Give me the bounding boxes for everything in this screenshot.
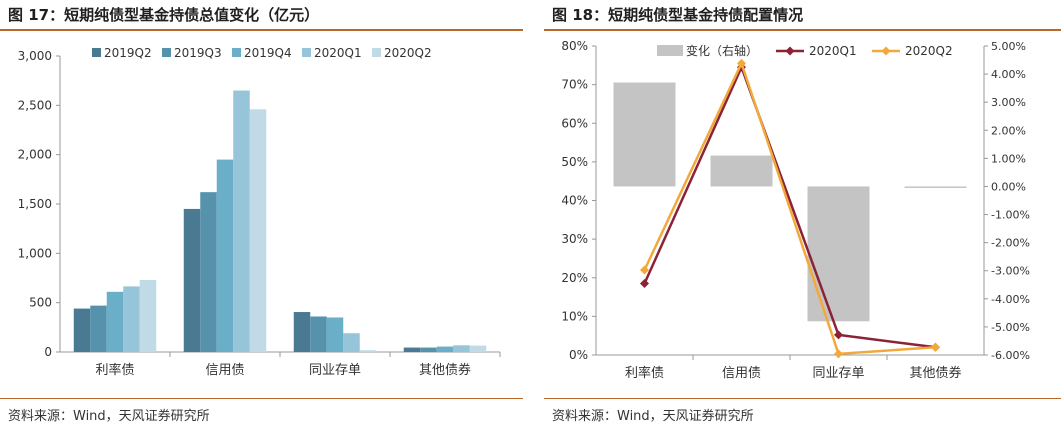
- point-2020Q2-利率债: [640, 265, 649, 275]
- point-2020Q1-利率债: [640, 279, 649, 289]
- bar-change-利率债: [613, 82, 676, 187]
- source-note: 资料来源：Wind，天风证券研究所: [8, 409, 210, 424]
- line-2020Q1: [643, 63, 936, 349]
- bar-2019Q3-利率债: [90, 305, 107, 352]
- point-2020Q2-同业存单: [834, 349, 843, 359]
- legend-label-2020Q2: 2020Q2: [905, 44, 953, 58]
- x-tick-label: 同业存单: [309, 363, 361, 378]
- legend-swatch-2019Q2: [92, 48, 101, 57]
- y-tick-label-right: -1.00%: [991, 209, 1030, 222]
- legend-label-2019Q3: 2019Q3: [174, 46, 222, 60]
- source-note: 资料来源：Wind，天风证券研究所: [552, 409, 754, 424]
- legend-marker-2020Q1: [785, 46, 795, 56]
- bar-2019Q4-信用债: [216, 159, 234, 352]
- legend-label-2019Q2: 2019Q2: [104, 46, 152, 60]
- legend-label-2019Q4: 2019Q4: [244, 46, 292, 60]
- line-2020Q2: [643, 60, 936, 356]
- point-2020Q1-同业存单: [834, 330, 843, 340]
- bar-2020Q1-同业存单: [343, 333, 360, 352]
- y-tick-label-left: 70%: [561, 78, 588, 92]
- bar-2020Q2-利率债: [139, 279, 157, 352]
- x-tick-label: 信用债: [722, 366, 761, 381]
- bar-2019Q4-同业存单: [326, 317, 344, 352]
- bar-change-信用债: [710, 155, 773, 187]
- y-tick-label-left: 40%: [561, 194, 588, 208]
- bar-2020Q1-信用债: [233, 90, 250, 353]
- y-tick-label-left: 20%: [561, 271, 588, 285]
- x-tick-label: 信用债: [205, 363, 244, 378]
- point-2020Q2-其他债券: [931, 342, 940, 352]
- y-tick-label: 2,000: [18, 148, 52, 162]
- legend-label-2020Q2: 2020Q2: [384, 46, 432, 60]
- y-tick-label-right: 0.00%: [991, 180, 1026, 193]
- y-tick-label-left: 50%: [561, 155, 588, 169]
- bar-change-其他债券: [904, 186, 967, 188]
- legend-swatch-2020Q2: [372, 48, 381, 57]
- y-tick-label-left: 80%: [561, 39, 588, 53]
- combo-chart-allocation: 0% 10% 20% 30% 40% 50% 60% 70% 80% -6.00% -5.00% -4…: [561, 39, 1030, 381]
- legend-swatch-2019Q4: [232, 48, 241, 57]
- bar-2020Q1-利率债: [123, 286, 140, 352]
- bar-chart-holdings-value: 0 500 1,000 1,500 2,000 2,500 3,000 利率债 信用债 同业存单 其…: [18, 46, 501, 378]
- bar-2019Q2-信用债: [183, 208, 201, 352]
- legend-label-change: 变化（右轴）: [686, 43, 758, 58]
- legend-marker-2020Q2: [881, 46, 891, 56]
- y-tick-label-right: -5.00%: [991, 321, 1030, 334]
- chart-panel-holdings-value: 图 17：短期纯债型基金持债总值变化（亿元） 0 500 1,000 1,500 2,0…: [0, 0, 523, 429]
- bar-2020Q2-同业存单: [359, 350, 377, 352]
- y-tick-label-right: -2.00%: [991, 237, 1030, 250]
- legend-swatch-2020Q1: [302, 48, 311, 57]
- x-tick-label: 同业存单: [812, 366, 864, 381]
- legend-label-2020Q1: 2020Q1: [314, 46, 362, 60]
- source-divider: [0, 398, 523, 399]
- bar-2019Q4-其他债券: [436, 346, 454, 352]
- y-tick-label-left: 30%: [561, 232, 588, 246]
- bar-change-同业存单: [807, 186, 870, 322]
- legend-swatch-change: [657, 45, 683, 56]
- bar-2020Q1-其他债券: [453, 345, 470, 352]
- figure-title: 图 17：短期纯债型基金持债总值变化（亿元）: [8, 6, 320, 24]
- chart-panel-allocation: 图 18：短期纯债型基金持债配置情况 0% 10% 20% 30% 40% 50% 60% 7…: [544, 0, 1061, 429]
- x-tick-label: 其他债券: [909, 365, 961, 381]
- y-tick-label-right: 2.00%: [991, 124, 1026, 137]
- legend-swatch-2019Q3: [162, 48, 171, 57]
- point-2020Q2-信用债: [737, 58, 746, 68]
- y-tick-label-right: 3.00%: [991, 96, 1026, 109]
- x-tick-label: 利率债: [625, 365, 664, 381]
- title-divider: [0, 29, 523, 31]
- title-divider: [544, 29, 1061, 31]
- bar-2019Q3-其他债券: [420, 347, 437, 352]
- bar-2019Q2-其他债券: [403, 347, 421, 352]
- bar-2019Q3-同业存单: [310, 316, 327, 352]
- y-tick-label-right: 4.00%: [991, 68, 1026, 81]
- y-tick-label: 500: [29, 296, 52, 310]
- bar-2020Q2-其他债券: [469, 345, 487, 352]
- y-tick-label: 2,500: [18, 98, 52, 112]
- bar-2020Q2-信用债: [249, 109, 267, 352]
- y-tick-label: 0: [44, 345, 52, 359]
- bar-2019Q2-同业存单: [293, 312, 311, 352]
- source-divider: [544, 398, 1061, 399]
- y-tick-label: 1,000: [18, 246, 52, 260]
- y-tick-label-left: 0%: [569, 348, 588, 362]
- y-tick-label-right: -3.00%: [991, 265, 1030, 278]
- figure-title: 图 18：短期纯债型基金持债配置情况: [552, 6, 804, 24]
- legend-label-2020Q1: 2020Q1: [809, 44, 857, 58]
- y-tick-label-right: 5.00%: [991, 40, 1026, 53]
- y-tick-label-right: -4.00%: [991, 293, 1030, 306]
- x-tick-label: 利率债: [95, 362, 134, 378]
- y-tick-label-right: -6.00%: [991, 349, 1030, 362]
- bar-2019Q4-利率债: [106, 291, 124, 352]
- y-tick-label-left: 60%: [561, 116, 588, 130]
- y-tick-label-left: 10%: [561, 309, 588, 323]
- y-tick-label-right: 1.00%: [991, 152, 1026, 165]
- y-tick-label: 1,500: [18, 197, 52, 211]
- y-tick-label: 3,000: [18, 49, 52, 63]
- bar-2019Q2-利率债: [73, 308, 91, 352]
- bar-2019Q3-信用债: [200, 192, 217, 352]
- x-tick-label: 其他债券: [419, 362, 471, 378]
